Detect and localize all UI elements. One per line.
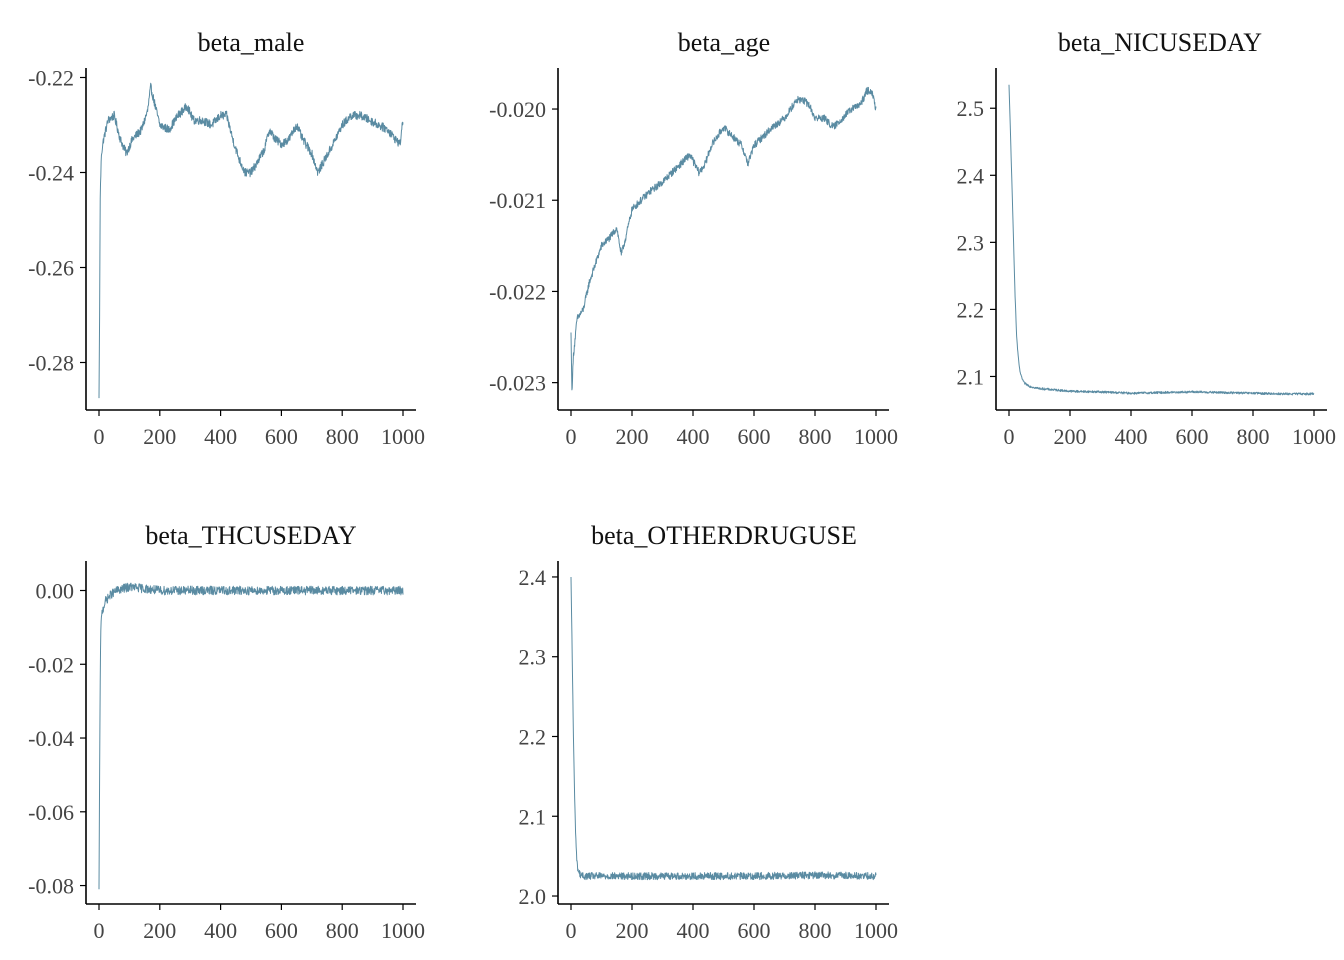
x-tick-label: 200 [143,424,176,449]
y-tick-label: 2.1 [957,364,985,389]
y-tick-label: 2.2 [957,297,985,322]
x-tick-label: 600 [265,424,298,449]
panel-beta-male: beta_male 0 200 400 600 800 1000 -0.22 -0.24 -0.… [28,28,425,449]
x-tick-label: 800 [326,424,359,449]
trace-line [570,86,877,391]
y-tick-label: 2.4 [957,163,985,188]
panel-beta-otherdruguse: beta_OTHERDRUGUSE 0 200 400 600 800 1000 2.0 2.… [519,521,899,943]
y-tick-label: 2.4 [519,565,547,590]
trace-line [98,82,404,399]
y-tick-label: 2.2 [519,724,547,749]
y-tick-label: -0.26 [28,256,74,281]
x-tick-label: 0 [1004,424,1015,449]
x-tick-label: 200 [1054,424,1087,449]
x-tick-label: 400 [204,918,237,943]
y-tick-label: -0.24 [28,161,74,186]
y-tick-label: 2.3 [957,230,985,255]
x-tick-label: 400 [204,424,237,449]
x-tick-label: 0 [94,918,105,943]
x-tick-label: 400 [677,424,710,449]
y-tick-label: -0.28 [28,351,74,376]
x-tick-label: 400 [1115,424,1148,449]
y-tick-label: 2.1 [519,804,547,829]
y-tick-label: 0.00 [36,579,75,604]
panel-title: beta_NICUSEDAY [1058,28,1262,57]
x-tick-label: 600 [738,424,771,449]
y-tick-label: 2.0 [519,884,547,909]
x-tick-label: 400 [677,918,710,943]
x-tick-label: 600 [1176,424,1209,449]
x-tick-label: 800 [326,918,359,943]
panel-title: beta_THCUSEDAY [145,521,357,550]
panel-beta-nicuseday: beta_NICUSEDAY 0 200 400 600 800 1000 2.1 2.2 2.… [957,28,1337,449]
panel-title: beta_OTHERDRUGUSE [591,521,857,550]
x-tick-label: 200 [616,918,649,943]
x-tick-label: 0 [566,918,577,943]
y-tick-label: 2.3 [519,645,547,670]
y-tick-label: -0.08 [28,874,74,899]
x-tick-label: 800 [1237,424,1270,449]
trace-line [570,576,877,881]
x-tick-label: 1000 [381,424,425,449]
y-tick-label: -0.02 [28,652,74,677]
y-tick-label: -0.021 [489,188,546,213]
y-tick-label: 2.5 [957,96,985,121]
panel-beta-thcuseday: beta_THCUSEDAY 0 200 400 600 800 1000 0.00 -0.0… [28,521,425,943]
x-tick-label: 600 [265,918,298,943]
x-tick-label: 200 [143,918,176,943]
x-tick-label: 1000 [381,918,425,943]
y-tick-label: -0.023 [489,371,546,396]
y-tick-label: -0.022 [489,279,546,304]
x-tick-label: 200 [616,424,649,449]
x-tick-label: 800 [799,918,832,943]
panel-title: beta_male [198,28,305,57]
y-tick-label: -0.22 [28,66,74,91]
panel-title: beta_age [678,28,770,57]
y-tick-label: -0.04 [28,726,74,751]
x-tick-label: 0 [566,424,577,449]
x-tick-label: 600 [738,918,771,943]
y-tick-label: -0.06 [28,800,74,825]
trace-line [1008,84,1315,396]
trace-line [98,582,404,890]
x-tick-label: 0 [94,424,105,449]
x-tick-label: 1000 [1292,424,1336,449]
y-tick-label: -0.020 [489,97,546,122]
panel-beta-age: beta_age 0 200 400 600 800 1000 -0.020 -0.021 -0… [489,28,898,449]
x-tick-label: 1000 [854,424,898,449]
x-tick-label: 1000 [854,918,898,943]
x-tick-label: 800 [799,424,832,449]
